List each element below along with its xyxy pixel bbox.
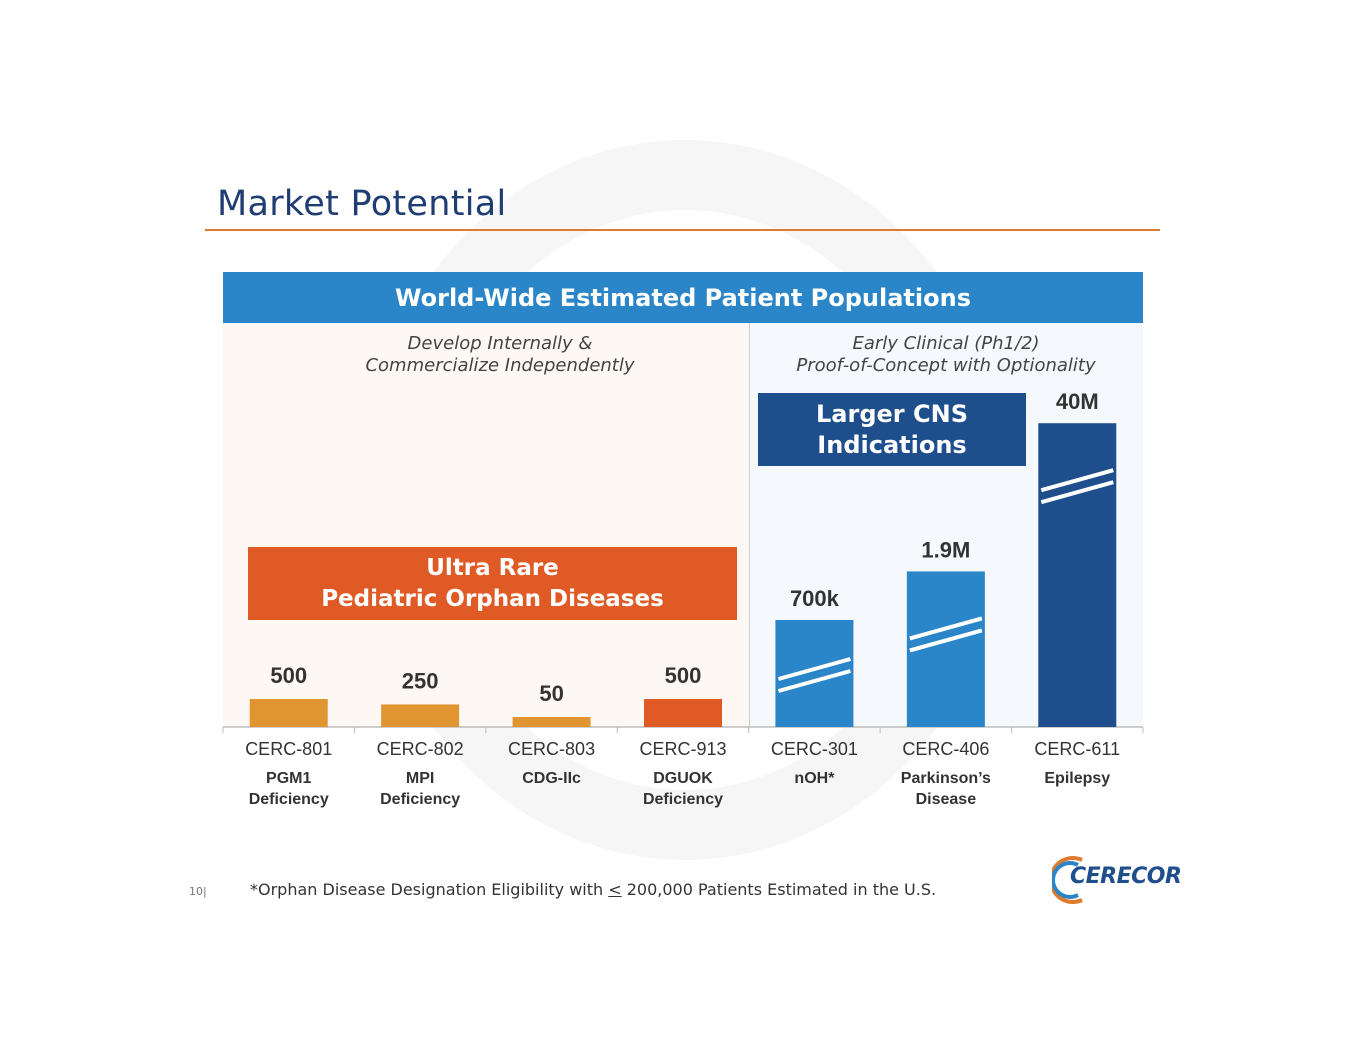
footnote: *Orphan Disease Designation Eligibility … [250,880,936,899]
axis-break-mark [909,628,983,653]
tick-sublabel: DGUOK [653,770,713,787]
tick-label: CERC-406 [902,739,989,759]
page-number: 10| [189,885,207,898]
title-divider [205,229,1160,231]
callout-ultra-rare-line: Ultra Rare [426,554,559,581]
axis-break-mark [777,669,851,693]
data-label: 250 [402,668,439,693]
tick-sublabel: PGM1 [266,770,311,787]
callout-larger-cns-line: Larger CNS [816,399,968,428]
page-title: Market Potential [217,184,507,224]
tick-sublabel: Deficiency [643,791,723,808]
data-label: 1.9M [921,537,970,562]
axis-break-mark [777,657,851,681]
tick-sublabel: Disease [916,791,977,808]
callout-ultra-rare: Ultra Rare Pediatric Orphan Diseases [248,547,737,620]
panel-left-subheading: Develop Internally & Commercialize Indep… [330,333,670,377]
tick-sublabel: Epilepsy [1044,770,1110,787]
tick-sublabel: Parkinson’s [901,770,991,787]
tick-label: CERC-913 [639,739,726,759]
tick-label: CERC-801 [245,739,332,759]
bar-cerc-611 [1038,423,1117,727]
data-label: 700k [790,586,840,611]
axis-break-mark [909,616,983,641]
data-label: 50 [539,681,563,706]
panel-divider [749,323,750,727]
callout-larger-cns-line: Indications [817,430,967,459]
bar-cerc-801 [249,699,328,727]
panel-right-subheading-line: Proof-of-Concept with Optionality [796,355,1096,376]
bar-cerc-802 [381,704,460,727]
logo-swoosh-icon [1052,856,1083,904]
panel-right-subheading: Early Clinical (Ph1/2) Proof-of-Concept … [760,333,1132,377]
tick-sublabel: Deficiency [249,791,329,808]
panel-right-subheading-line: Early Clinical (Ph1/2) [852,333,1040,354]
axis-break-mark [1040,468,1114,493]
panel-develop-internally [223,323,749,727]
panel-left-subheading-line: Commercialize Independently [365,355,635,376]
tick-sublabel: Deficiency [380,791,460,808]
tick-label: CERC-301 [771,739,858,759]
data-label: 40M [1056,389,1099,414]
footnote-prefix: *Orphan Disease Designation Eligibility … [250,880,609,899]
footnote-symbol: < [608,880,622,899]
bar-cerc-913 [644,699,722,727]
data-label: 500 [270,663,307,688]
logo-text: CERECOR [1070,864,1182,889]
data-label: 500 [665,663,702,688]
tick-sublabel: CDG-IIc [522,770,581,787]
callout-larger-cns: Larger CNS Indications [758,393,1026,466]
footnote-suffix: 200,000 Patients Estimated in the U.S. [621,880,937,899]
panel-left-subheading-line: Develop Internally & [407,333,593,354]
callout-ultra-rare-line: Pediatric Orphan Diseases [321,585,664,612]
tick-sublabel: MPI [406,770,434,787]
tick-sublabel: nOH* [794,770,835,787]
tick-label: CERC-611 [1034,739,1120,759]
chart-title: World-Wide Estimated Patient Populations [223,272,1143,323]
tick-label: CERC-803 [508,739,595,759]
tick-label: CERC-802 [377,739,464,759]
axis-break-mark [1040,480,1114,505]
bar-cerc-803 [512,717,591,727]
company-logo: CERECOR [1052,856,1182,904]
